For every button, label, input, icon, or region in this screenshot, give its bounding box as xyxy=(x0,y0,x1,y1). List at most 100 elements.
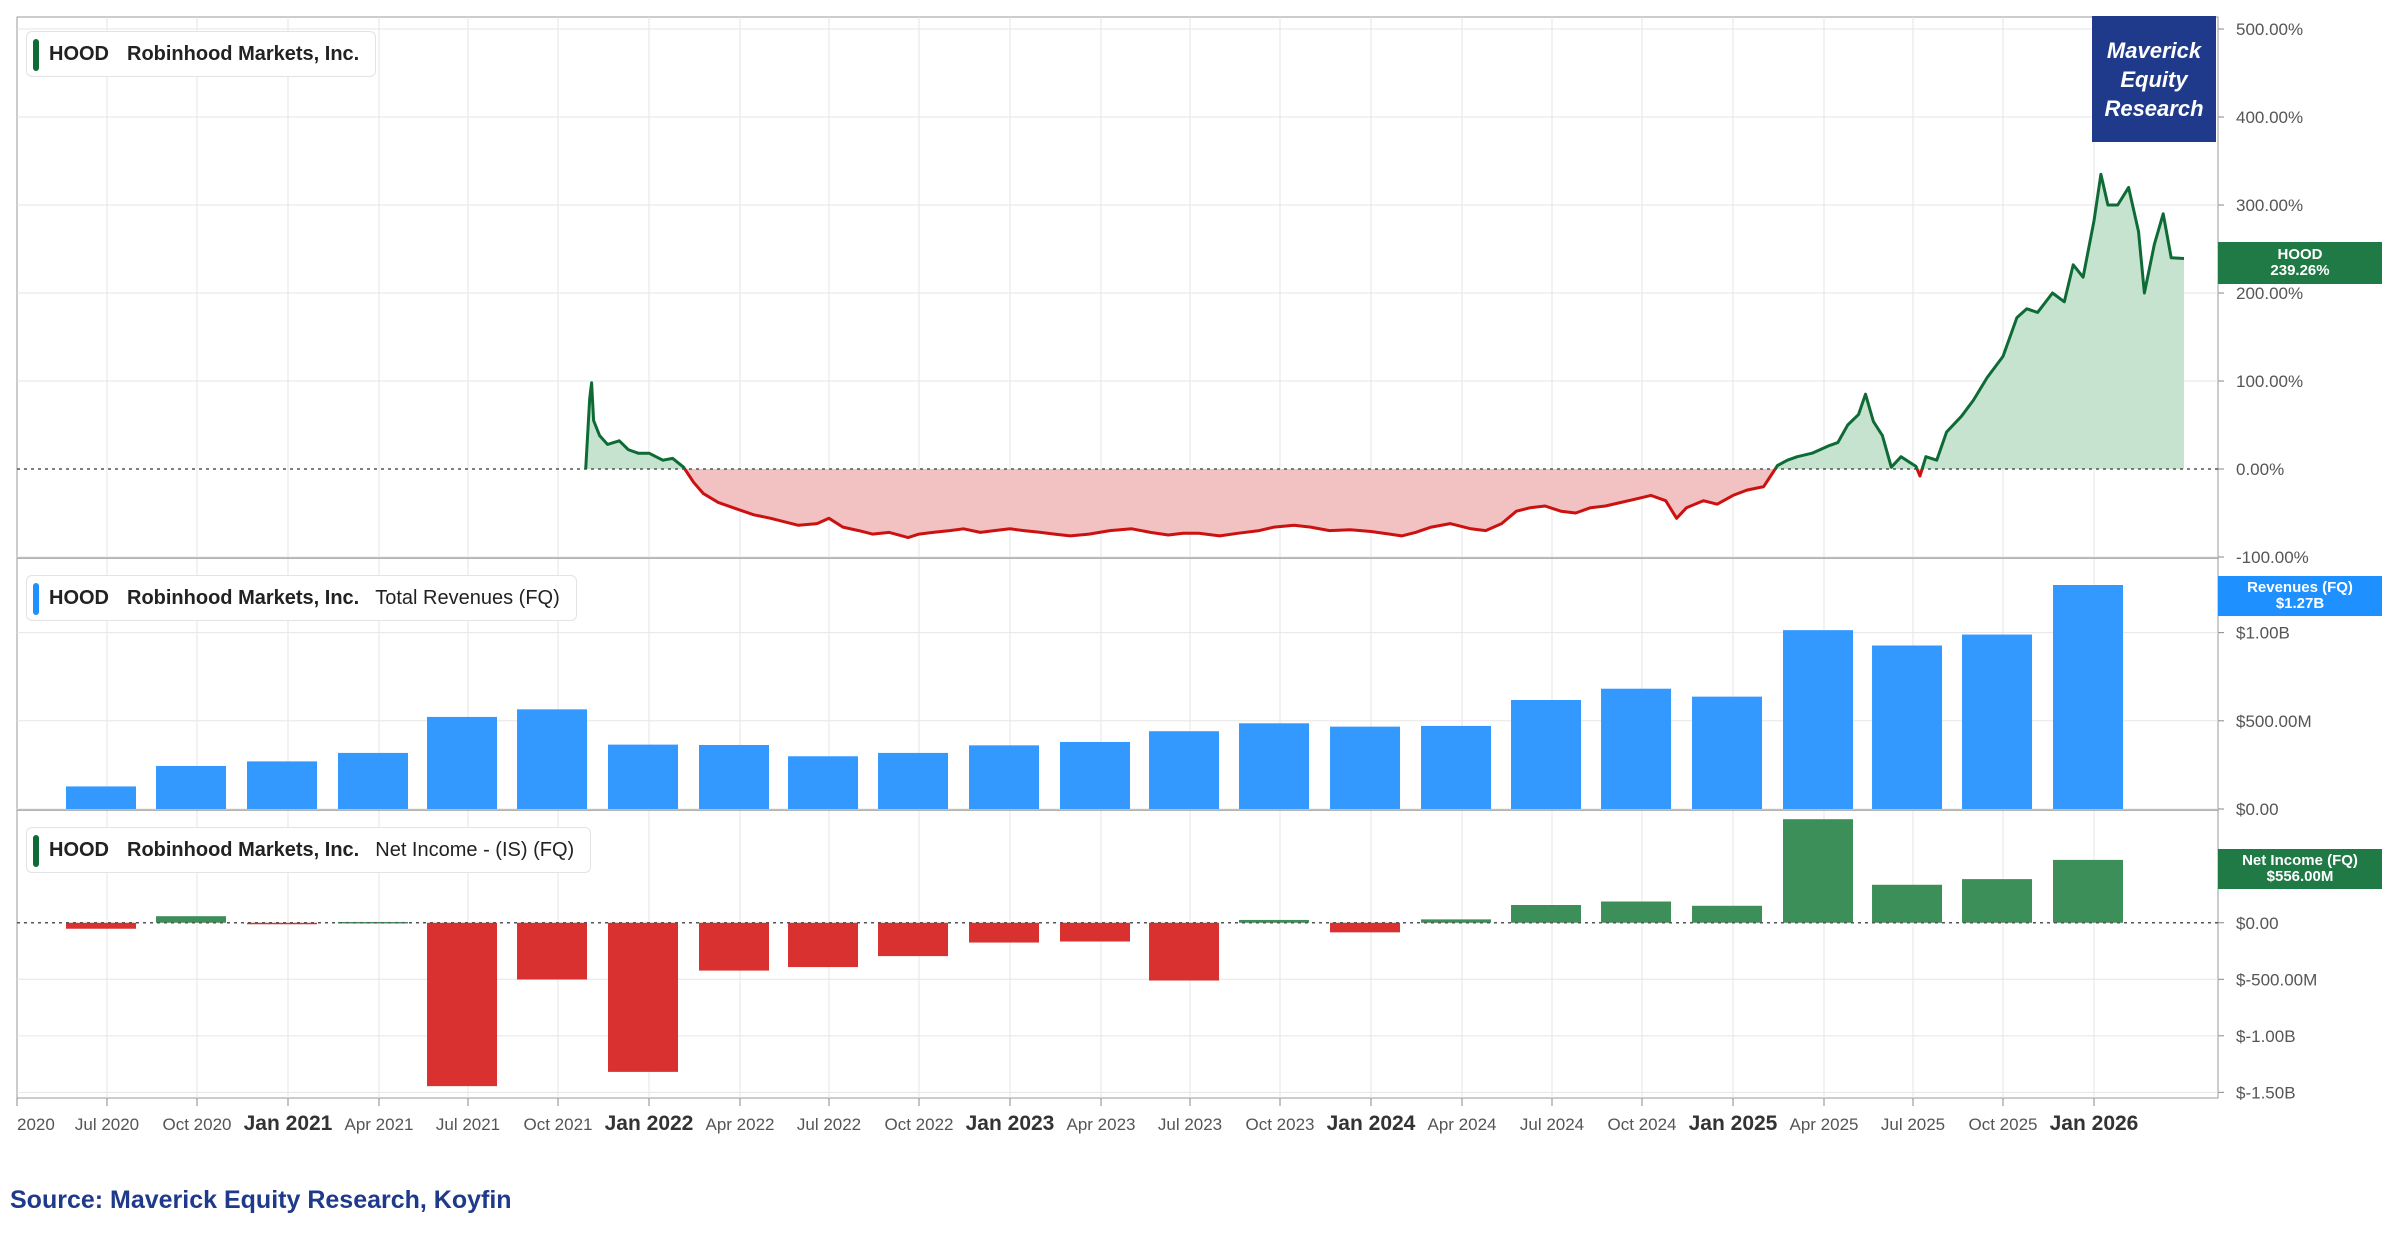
y-axis-label: $-1.50B xyxy=(2236,1083,2296,1102)
net-income-legend-name: Robinhood Markets, Inc. xyxy=(127,838,360,861)
net-income-panel: $0.00 $-500.00M $-1.00B $-1.50B xyxy=(17,819,2317,1102)
net-income-bar xyxy=(1330,922,1401,933)
revenue-bar xyxy=(66,786,137,809)
net-income-bar xyxy=(1060,922,1131,942)
revenue-bar xyxy=(1601,688,1672,809)
net-income-bar xyxy=(608,922,679,1072)
x-axis-label: 2020 xyxy=(17,1115,55,1134)
source-caption: Source: Maverick Equity Research, Koyfin xyxy=(10,1186,512,1214)
revenue-bar xyxy=(1783,630,1854,809)
net-income-bar xyxy=(1149,922,1220,981)
y-axis-label: $-1.00B xyxy=(2236,1027,2296,1046)
branding-line-3: Research xyxy=(2104,95,2204,121)
revenue-legend-metric: Total Revenues (FQ) xyxy=(375,586,560,609)
x-axis-label: Jul 2021 xyxy=(436,1115,500,1134)
y-axis-label: 500.00% xyxy=(2236,20,2303,39)
net-income-bar xyxy=(788,922,859,968)
x-axis-label: Oct 2024 xyxy=(1608,1115,1677,1134)
y-axis-label: 0.00% xyxy=(2236,460,2284,479)
y-axis-label: $500.00M xyxy=(2236,712,2312,731)
x-axis-label: Jan 2022 xyxy=(605,1112,694,1135)
net-income-value-tag: Net Income (FQ) $556.00M xyxy=(2218,849,2382,889)
net-income-tag-label: Net Income (FQ) xyxy=(2242,852,2358,869)
revenue-legend-ticker: HOOD xyxy=(49,586,109,609)
revenue-bar xyxy=(608,744,679,809)
net-income-bar xyxy=(1872,884,1943,923)
net-income-bar xyxy=(156,916,227,923)
net-income-legend-ticker: HOOD xyxy=(49,838,109,861)
y-axis-label: 400.00% xyxy=(2236,108,2303,127)
net-income-bar xyxy=(2053,859,2124,923)
y-axis-label: $1.00B xyxy=(2236,624,2290,643)
revenue-bar xyxy=(1511,699,1582,809)
x-axis-label: Oct 2023 xyxy=(1246,1115,1315,1134)
net-income-bar xyxy=(1511,905,1582,923)
price-area-positive xyxy=(1775,394,1918,469)
y-axis-label: $0.00 xyxy=(2236,914,2279,933)
revenue-legend-name: Robinhood Markets, Inc. xyxy=(127,586,360,609)
branding-logo: Maverick Equity Research xyxy=(2092,16,2216,142)
revenue-bar xyxy=(1421,725,1492,809)
price-legend[interactable]: HOOD Robinhood Markets, Inc. xyxy=(26,31,377,77)
net-income-bar xyxy=(338,921,409,924)
revenue-legend-color-marker xyxy=(33,583,39,615)
x-axis-label: Oct 2021 xyxy=(524,1115,593,1134)
price-line-positive xyxy=(1773,392,1919,470)
net-income-bar xyxy=(699,922,770,971)
branding-line-1: Maverick xyxy=(2106,37,2202,63)
revenue-bar xyxy=(1239,723,1310,809)
revenue-legend[interactable]: HOOD Robinhood Markets, Inc. Total Reven… xyxy=(26,575,577,621)
price-area-positive xyxy=(1922,174,2184,469)
x-axis-label: Jul 2023 xyxy=(1158,1115,1222,1134)
revenue-tag-label: Revenues (FQ) xyxy=(2247,579,2353,596)
revenue-bar xyxy=(969,745,1040,809)
net-income-legend[interactable]: HOOD Robinhood Markets, Inc. Net Income … xyxy=(26,827,592,873)
y-axis-label: 300.00% xyxy=(2236,196,2303,215)
price-line-positive xyxy=(584,381,687,470)
price-value-tag: HOOD 239.26% xyxy=(2218,242,2382,284)
net-income-bar xyxy=(517,922,588,980)
y-axis-label: $-500.00M xyxy=(2236,970,2317,989)
x-axis: 2020 Jul 2020 Oct 2020 Jan 2021 Apr 2021 Jul … xyxy=(16,1098,2139,1135)
x-axis-label: Jan 2026 xyxy=(2050,1112,2139,1135)
y-axis-label: -100.00% xyxy=(2236,548,2309,567)
x-axis-label: Jan 2021 xyxy=(244,1112,333,1135)
net-income-bar xyxy=(878,922,949,957)
revenue-bar xyxy=(2053,585,2124,809)
revenue-bar xyxy=(1692,696,1763,809)
revenue-bar xyxy=(1060,741,1131,809)
revenue-bar xyxy=(517,709,588,809)
revenue-bar xyxy=(1872,645,1943,809)
x-axis-label: Apr 2025 xyxy=(1789,1115,1858,1134)
x-axis-label: Jan 2025 xyxy=(1689,1112,1778,1135)
revenue-bar xyxy=(699,744,770,809)
price-area-negative xyxy=(684,469,1776,538)
revenue-bar xyxy=(1962,634,2033,809)
revenue-panel: $1.00B $500.00M $0.00 xyxy=(17,585,2312,819)
price-legend-name: Robinhood Markets, Inc. xyxy=(127,42,360,65)
x-axis-label: Apr 2022 xyxy=(705,1115,774,1134)
net-income-legend-metric: Net Income - (IS) (FQ) xyxy=(375,838,575,861)
revenue-value-tag: Revenues (FQ) $1.27B xyxy=(2218,576,2382,616)
net-income-legend-color-marker xyxy=(33,835,39,867)
x-axis-label: Oct 2020 xyxy=(163,1115,232,1134)
net-income-bar xyxy=(1239,919,1310,923)
price-tag-value: 239.26% xyxy=(2270,262,2330,279)
net-income-bar xyxy=(247,922,318,925)
revenue-bar xyxy=(427,716,498,809)
price-line-positive xyxy=(1920,172,2185,470)
x-axis-label: Jul 2020 xyxy=(75,1115,139,1134)
revenue-bar xyxy=(156,765,227,809)
x-axis-label: Jan 2024 xyxy=(1327,1112,1416,1135)
net-income-tag-value: $556.00M xyxy=(2266,868,2334,885)
price-legend-ticker: HOOD xyxy=(49,42,109,65)
net-income-bar xyxy=(1962,879,2033,923)
price-area-positive xyxy=(585,382,685,469)
branding-line-2: Equity xyxy=(2120,66,2188,92)
x-axis-label: Jul 2024 xyxy=(1520,1115,1584,1134)
y-axis-label: 100.00% xyxy=(2236,372,2303,391)
revenue-bar xyxy=(338,752,409,809)
x-axis-label: Jul 2022 xyxy=(797,1115,861,1134)
